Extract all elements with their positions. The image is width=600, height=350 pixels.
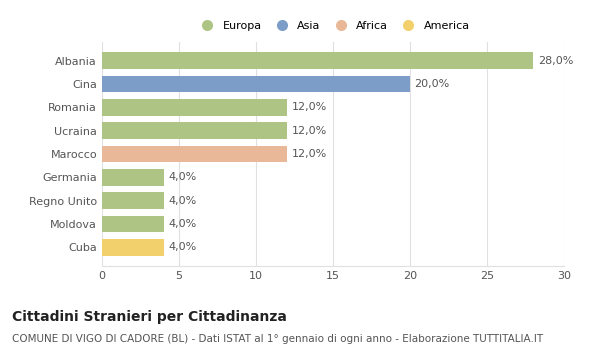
Text: 4,0%: 4,0% xyxy=(168,172,196,182)
Bar xyxy=(102,146,287,162)
Text: 12,0%: 12,0% xyxy=(292,102,326,112)
Bar xyxy=(102,239,164,256)
Bar xyxy=(102,216,164,232)
Text: COMUNE DI VIGO DI CADORE (BL) - Dati ISTAT al 1° gennaio di ogni anno - Elaboraz: COMUNE DI VIGO DI CADORE (BL) - Dati IST… xyxy=(12,334,543,344)
Text: 4,0%: 4,0% xyxy=(168,196,196,206)
Bar xyxy=(102,169,164,186)
Text: 12,0%: 12,0% xyxy=(292,149,326,159)
Text: 12,0%: 12,0% xyxy=(292,126,326,136)
Bar xyxy=(102,99,287,116)
Text: 4,0%: 4,0% xyxy=(168,219,196,229)
Text: 20,0%: 20,0% xyxy=(415,79,450,89)
Text: 4,0%: 4,0% xyxy=(168,243,196,252)
Text: Cittadini Stranieri per Cittadinanza: Cittadini Stranieri per Cittadinanza xyxy=(12,310,287,324)
Legend: Europa, Asia, Africa, America: Europa, Asia, Africa, America xyxy=(191,16,475,35)
Bar xyxy=(102,122,287,139)
Bar xyxy=(102,192,164,209)
Bar xyxy=(102,52,533,69)
Bar xyxy=(102,76,410,92)
Text: 28,0%: 28,0% xyxy=(538,56,573,65)
